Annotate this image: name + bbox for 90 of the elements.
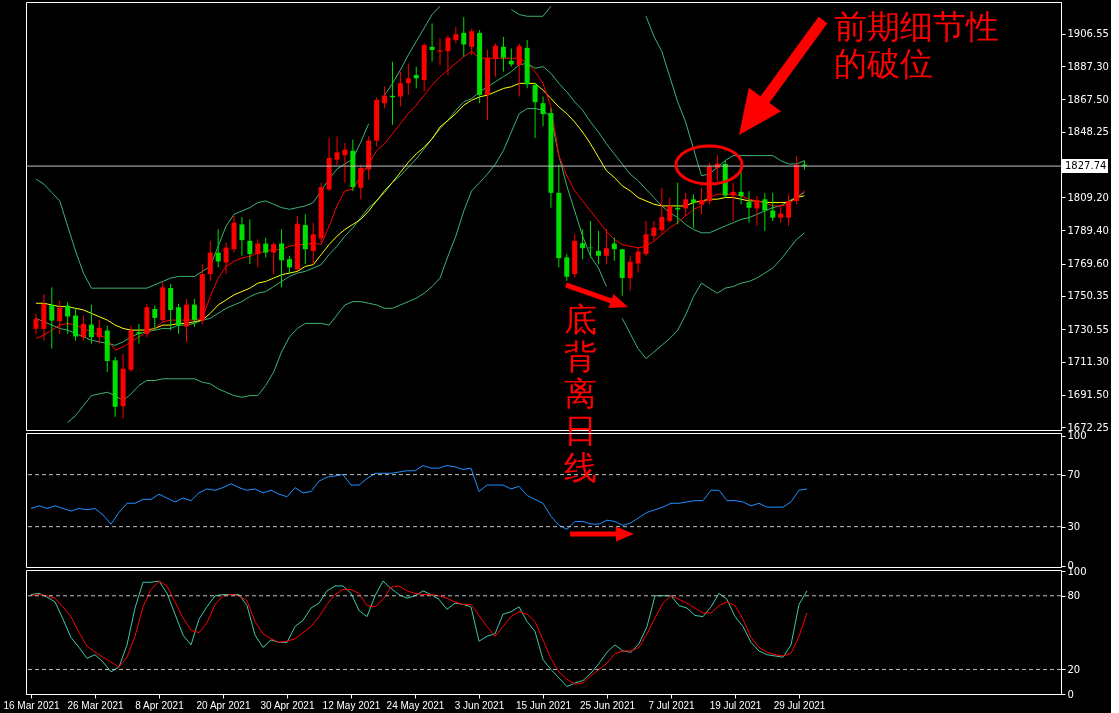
candlestick [595,230,601,265]
candlestick [136,323,142,345]
x-tick-label: 24 May 2021 [386,699,445,711]
candlestick [382,86,388,109]
x-tick-label: 8 Apr 2021 [135,699,185,711]
candlestick [500,36,506,73]
candlestick [286,255,292,275]
y-tick-label: 1887.30 [1067,60,1109,72]
x-tick-label: 29 Jul 2021 [773,699,826,711]
candlestick [152,305,158,331]
candlestick [429,22,435,63]
candlestick [397,71,403,108]
candlestick [635,247,641,273]
candlestick [183,298,189,343]
candlestick [176,303,182,335]
x-tick-label: 12 May 2021 [322,699,381,711]
candlestick [453,26,459,44]
y-tick-label: 30 [1067,521,1081,533]
candlestick [580,228,586,260]
candlestick [57,300,63,335]
x-tick-label: 25 Jun 2021 [579,699,636,711]
candlestick [683,192,689,217]
candlestick [651,220,657,242]
y-tick-label: 1769.60 [1067,258,1109,270]
candlestick [770,192,776,222]
candlestick [73,308,79,342]
candlestick [247,218,253,265]
y-tick-label: 1848.25 [1067,126,1109,138]
candlestick [191,298,197,328]
candlestick [461,16,467,58]
candlestick [255,238,261,268]
candlestick [698,187,704,215]
candlestick [263,237,269,258]
text: 前期细节性的破位 [834,7,999,83]
y-tick-label: 100 [1067,430,1087,442]
candlestick [405,62,411,96]
x-tick-label: 15 Jun 2021 [515,699,572,711]
y-tick-label: 1867.50 [1067,93,1109,105]
candlestick [96,319,102,345]
x-tick-label: 7 Jul 2021 [648,699,696,711]
x-tick-label: 26 Mar 2021 [67,699,125,711]
candlestick [358,164,364,200]
candlestick [168,283,174,331]
candlestick [65,301,71,335]
y-tick-label: 1906.55 [1067,28,1109,40]
candlestick [643,220,649,257]
candlestick [271,242,277,275]
y-tick-label: 0 [1067,688,1074,700]
candlestick [659,187,665,235]
candlestick [334,135,340,166]
candlestick [88,304,94,345]
x-tick-label: 3 Jun 2021 [454,699,505,711]
x-tick-label: 16 Mar 2021 [3,699,61,711]
candlestick [223,242,229,275]
candlestick [279,228,285,288]
candlestick [778,203,784,224]
y-tick-label: 1691.50 [1067,389,1109,401]
candlestick [691,193,697,229]
x-tick-label: 30 Apr 2021 [260,699,315,711]
candlestick [603,228,609,265]
candlestick [667,197,673,224]
candlestick [532,82,538,139]
candlestick [49,286,55,350]
candlestick [33,313,39,335]
y-tick-label: 1730.55 [1067,323,1109,335]
y-tick-label: 1672.25 [1067,421,1109,433]
candlestick [239,216,245,257]
candlestick [215,228,221,268]
ref-line-label: 1827.74 [1065,160,1107,172]
candlestick [786,193,792,227]
y-tick-label: 80 [1067,590,1081,602]
x-tick-label: 19 Jul 2021 [709,699,762,711]
y-tick-label: 20 [1067,663,1081,675]
candlestick [564,253,570,282]
candlestick [730,182,736,222]
candlestick [310,222,316,265]
candlestick [746,190,752,224]
candlestick [754,195,760,227]
y-tick-label: 1789.40 [1067,224,1109,236]
y-tick-label: 70 [1067,469,1081,481]
x-tick-label: 20 Apr 2021 [196,699,251,711]
candlestick [80,315,86,342]
y-tick-label: 1750.35 [1067,290,1109,302]
y-tick-label: 1809.20 [1067,191,1109,203]
candlestick [540,96,546,127]
candlestick [627,255,633,292]
candlestick [738,170,744,205]
candlestick [762,192,768,232]
candlestick [207,240,213,282]
y-tick-label: 1711.30 [1067,356,1109,368]
